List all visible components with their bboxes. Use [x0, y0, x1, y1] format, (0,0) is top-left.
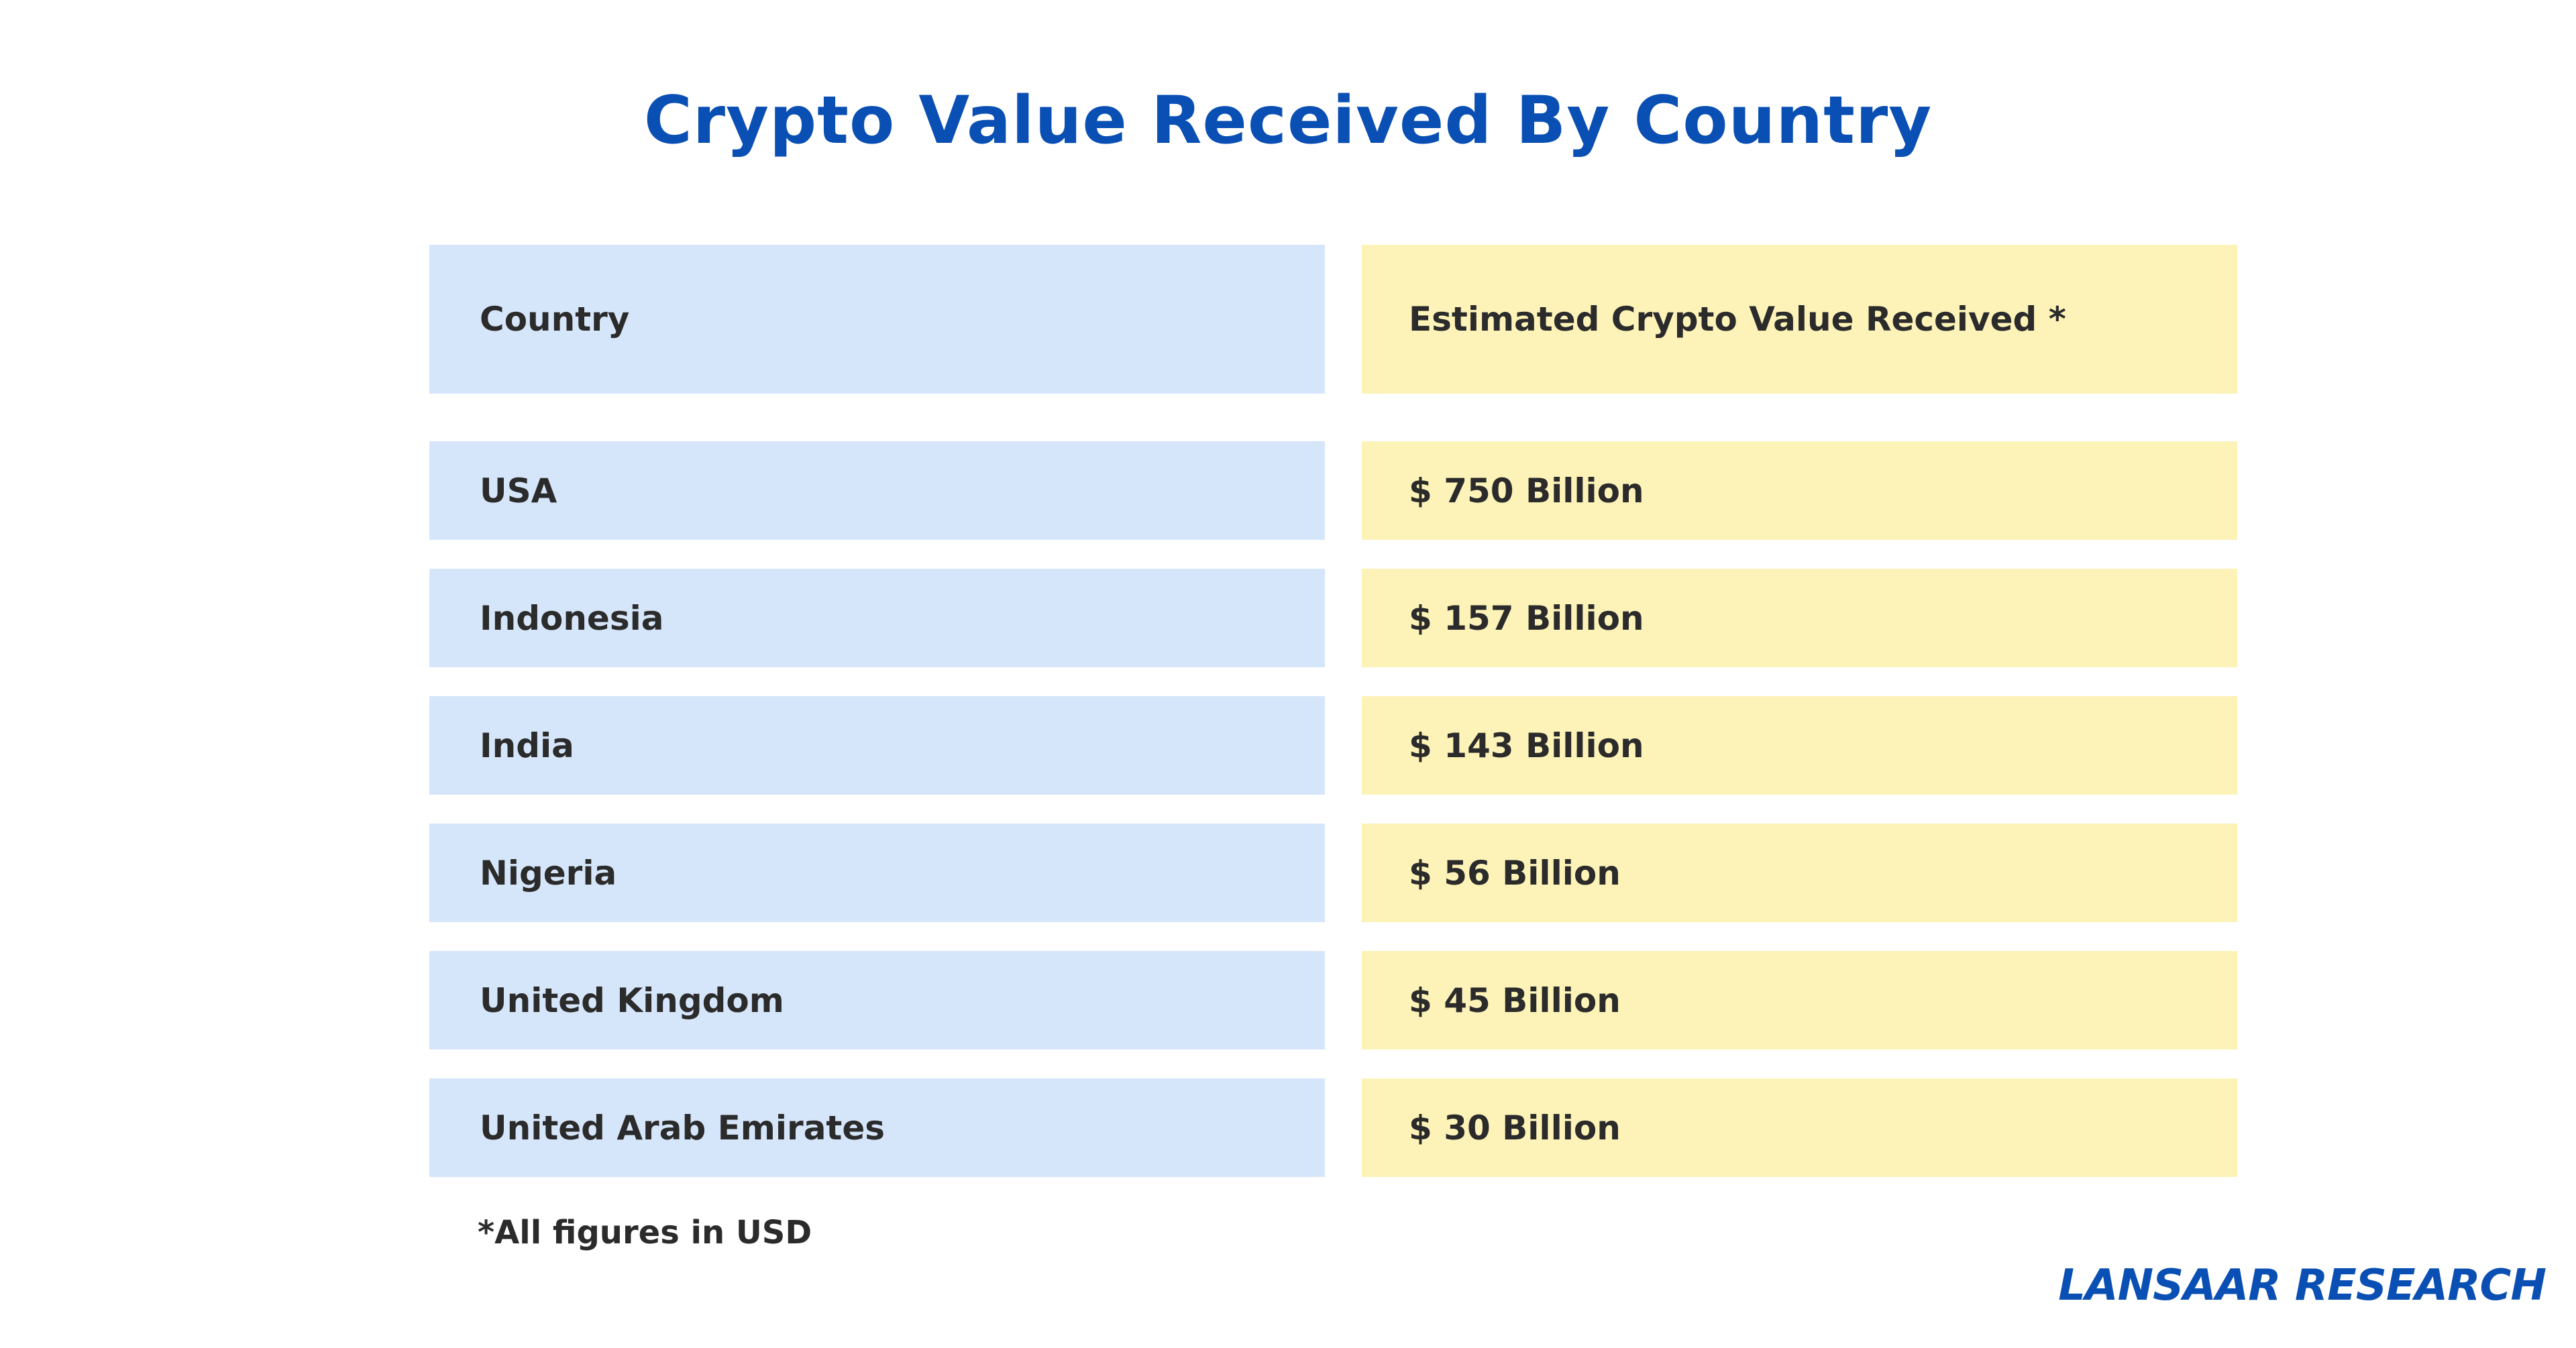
header-country: Country: [429, 245, 1325, 394]
country-label: United Kingdom: [480, 980, 784, 1020]
table-row-country: USA: [429, 441, 1325, 540]
footnote: *All figures in USD: [478, 1214, 812, 1251]
value-label: $ 30 Billion: [1409, 1108, 1621, 1147]
table-row-value: $ 45 Billion: [1362, 951, 2237, 1050]
table-row-country: Nigeria: [429, 824, 1325, 922]
country-label: India: [480, 726, 574, 765]
header-value: Estimated Crypto Value Received *: [1362, 245, 2237, 394]
table-row-value: $ 157 Billion: [1362, 569, 2237, 667]
table-row-country: United Arab Emirates: [429, 1078, 1325, 1177]
header-value-label: Estimated Crypto Value Received *: [1409, 300, 2066, 339]
table-row-value: $ 143 Billion: [1362, 696, 2237, 795]
country-label: United Arab Emirates: [480, 1108, 885, 1147]
table-row-value: $ 30 Billion: [1362, 1078, 2237, 1177]
chart-title: Crypto Value Received By Country: [643, 82, 1933, 159]
value-label: $ 750 Billion: [1409, 471, 1644, 510]
country-label: Indonesia: [480, 598, 664, 638]
value-label: $ 45 Billion: [1409, 980, 1621, 1020]
country-label: USA: [480, 471, 557, 510]
header-country-label: Country: [480, 300, 630, 339]
table-row-value: $ 750 Billion: [1362, 441, 2237, 540]
value-label: $ 157 Billion: [1409, 598, 1644, 638]
value-label: $ 56 Billion: [1409, 853, 1621, 893]
brand-logo-text: LANSAAR RESEARCH: [2058, 1261, 2546, 1310]
table-row-value: $ 56 Billion: [1362, 824, 2237, 922]
value-label: $ 143 Billion: [1409, 726, 1644, 765]
table-row-country: India: [429, 696, 1325, 795]
country-label: Nigeria: [480, 853, 617, 893]
table-row-country: Indonesia: [429, 569, 1325, 667]
table-row-country: United Kingdom: [429, 951, 1325, 1050]
